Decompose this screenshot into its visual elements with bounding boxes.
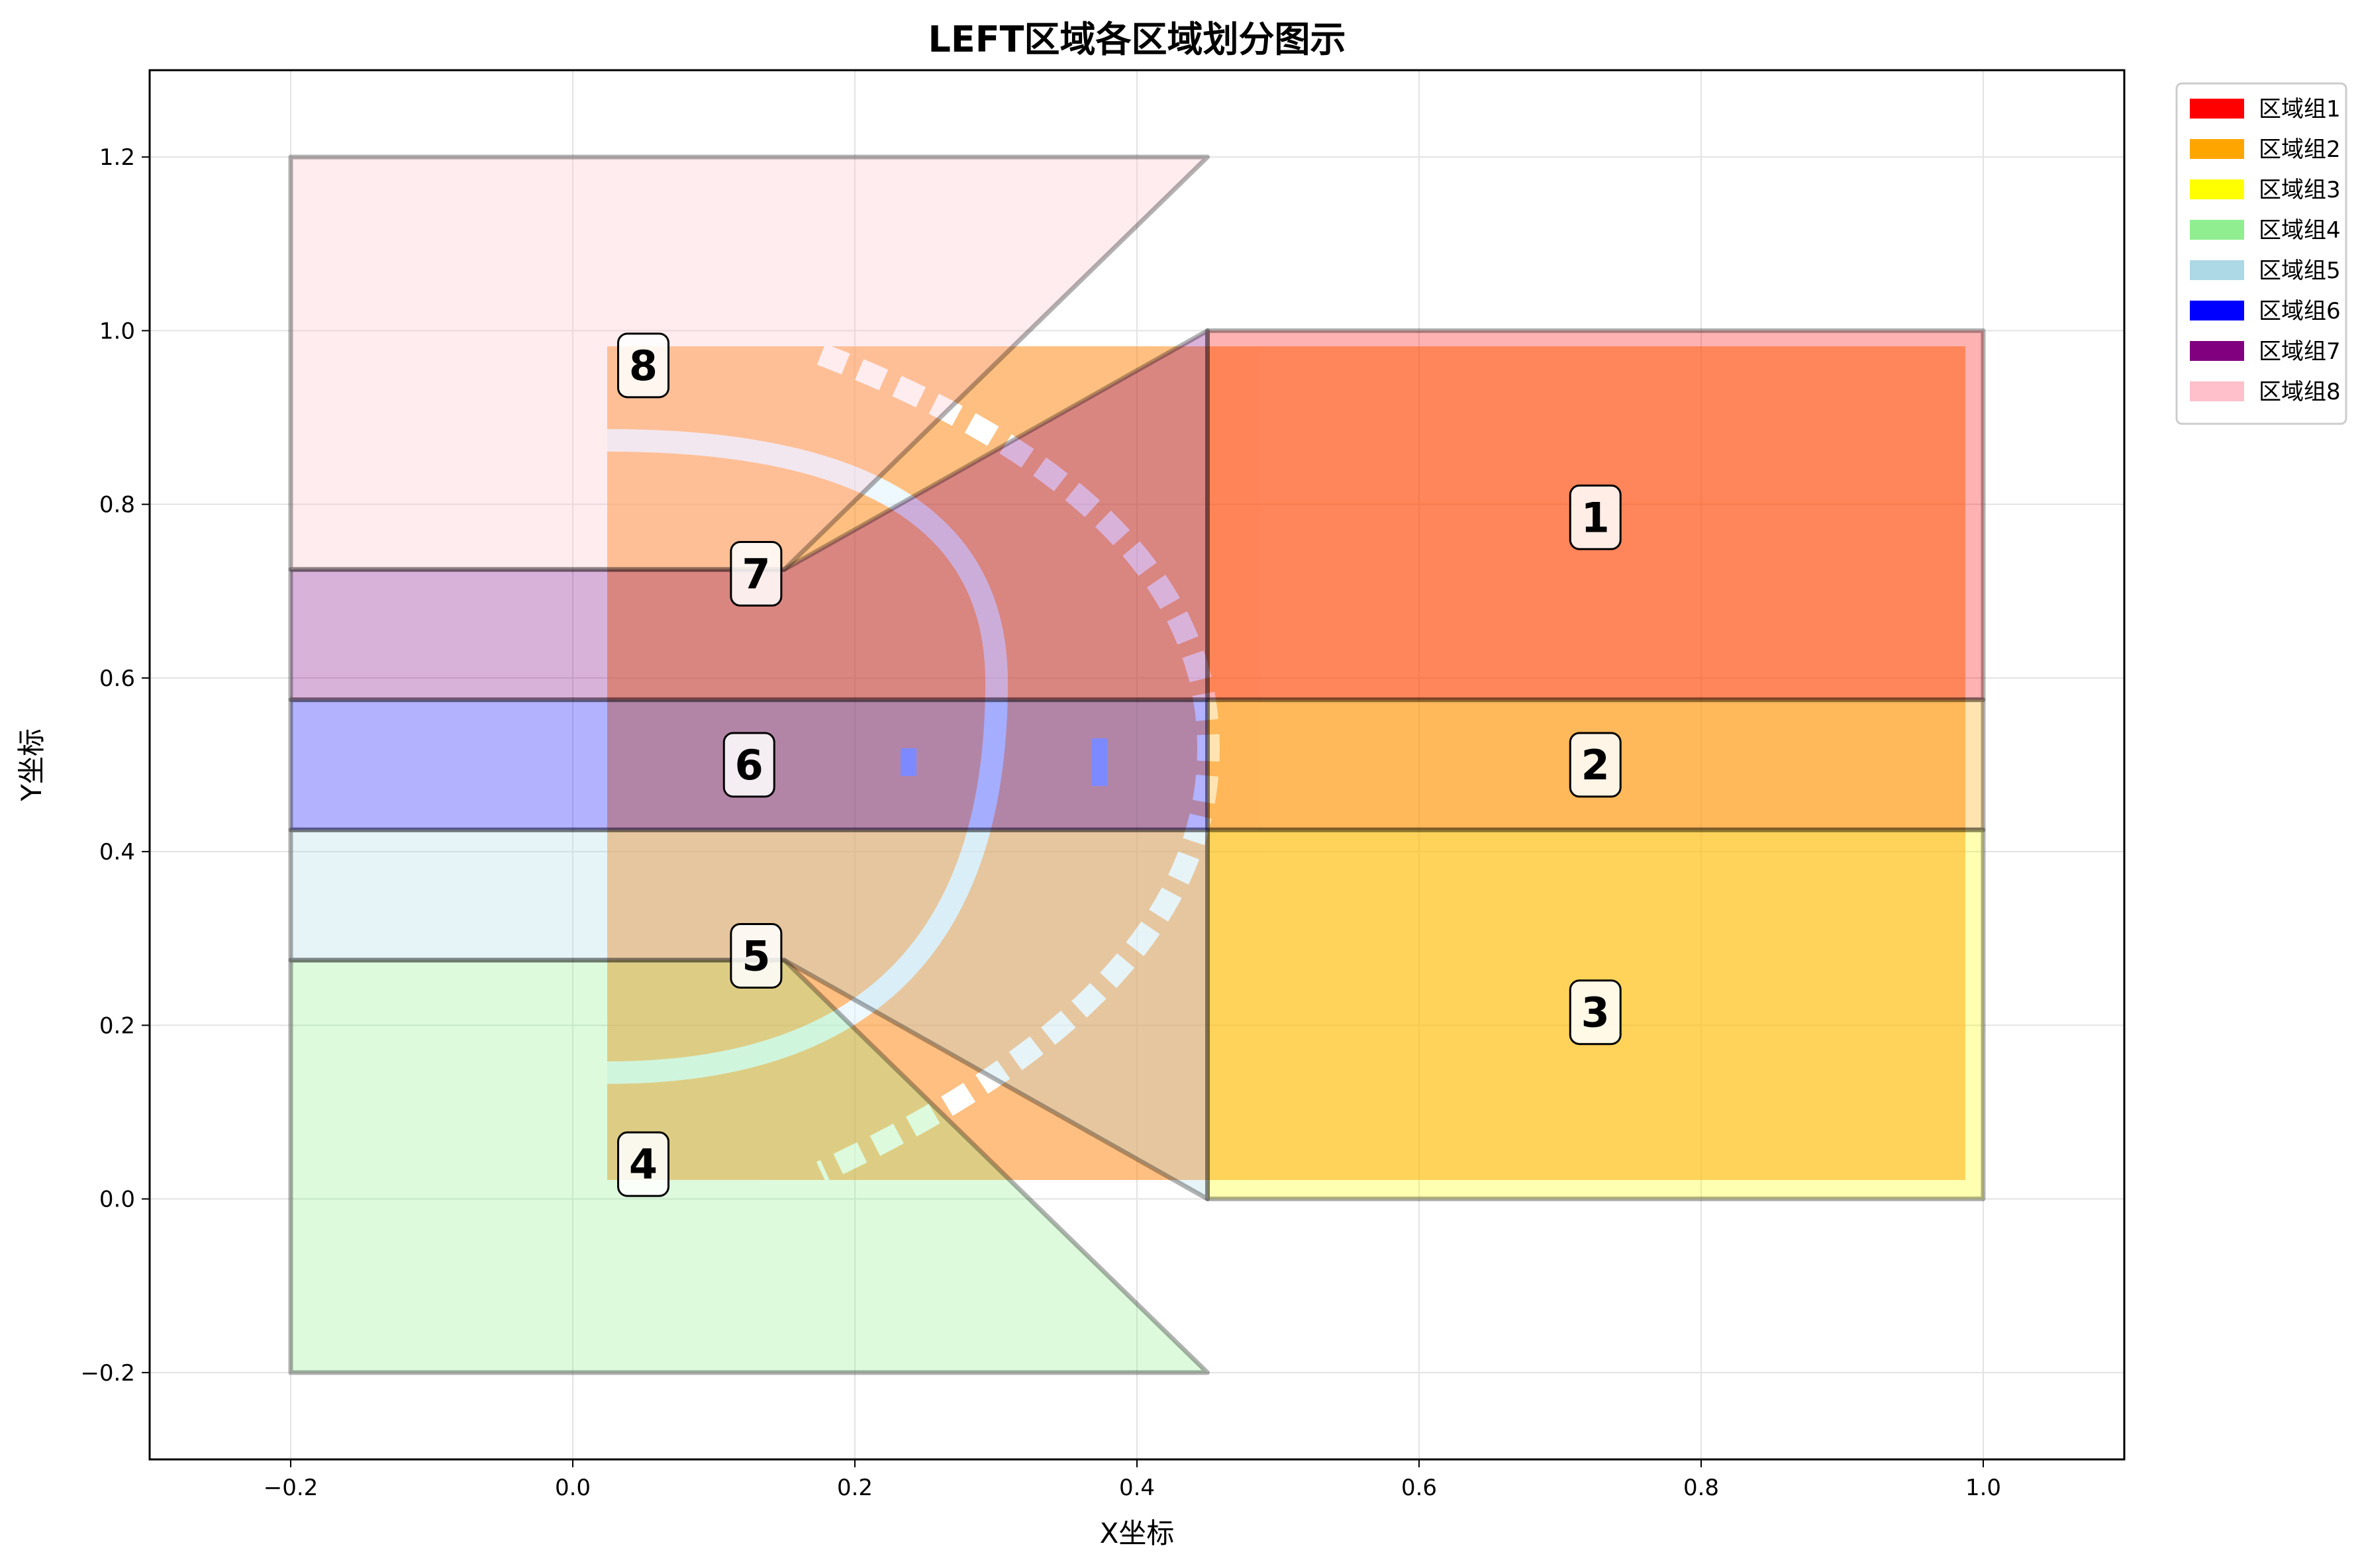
legend-entry-label: 区域组6: [2259, 298, 2341, 324]
legend-entry-label: 区域组3: [2259, 177, 2341, 203]
y-axis-label: Y坐标: [15, 728, 48, 802]
region-6-label-box: [722, 732, 775, 798]
y-tick-label: 0.0: [99, 1187, 135, 1213]
y-tick-label: 1.2: [99, 144, 135, 171]
legend-swatch: [2190, 99, 2244, 119]
region-3-label-box: [1569, 979, 1622, 1046]
y-axis-ticks: −0.2 0.0 0.2 0.4 0.6 0.8 1.0 1.2: [80, 144, 150, 1387]
legend-entry-label: 区域组2: [2259, 136, 2341, 163]
region-4-label: 4: [629, 1140, 658, 1189]
x-tick-label: 0.2: [837, 1475, 873, 1501]
legend-swatch: [2190, 341, 2244, 361]
legend-entry-label: 区域组5: [2259, 258, 2341, 284]
region-4-polygon: [288, 957, 1210, 1375]
x-tick-label: −0.2: [264, 1475, 319, 1501]
x-tick-label: 1.0: [1965, 1475, 2001, 1501]
x-axis-label: X坐标: [1100, 1517, 1175, 1549]
region-2-label: 2: [1581, 741, 1610, 789]
region-1-label: 1: [1581, 493, 1610, 542]
y-tick-label: 0.4: [99, 839, 135, 865]
region-7-label-box: [730, 541, 783, 607]
region-7-label: 7: [742, 550, 770, 599]
legend-entry-label: 区域组7: [2259, 338, 2341, 365]
region-6-label: 6: [735, 741, 763, 789]
x-tick-label: 0.8: [1683, 1475, 1719, 1501]
legend-swatch: [2190, 301, 2244, 320]
legend-entry-label: 区域组1: [2259, 96, 2341, 122]
x-tick-label: 0.0: [555, 1475, 591, 1501]
region-5-label: 5: [742, 932, 770, 980]
x-tick-label: 0.4: [1119, 1475, 1155, 1501]
y-tick-label: 0.2: [99, 1012, 135, 1039]
y-tick-label: 0.6: [99, 665, 135, 692]
region-3-label: 3: [1581, 989, 1610, 1037]
legend-swatch: [2190, 381, 2244, 401]
region-4-label-box: [617, 1131, 669, 1197]
legend-swatch: [2190, 220, 2244, 240]
region-5-label-box: [730, 922, 783, 989]
region-labels: 1 2 3 4 5 6 7 8: [617, 332, 1622, 1197]
legend-entry-label: 区域组8: [2259, 379, 2341, 405]
legend: 区域组1 区域组2 区域组3 区域组4 区域组5 区域组6 区域组7 区域组8: [2175, 82, 2347, 425]
x-axis-ticks: −0.2 0.0 0.2 0.4 0.6 0.8 1.0: [264, 1459, 2001, 1501]
region-5-polygon: [288, 827, 1210, 1202]
region-1-label-box: [1569, 484, 1622, 550]
legend-frame: [2175, 82, 2347, 425]
background-image: [607, 344, 1965, 1183]
region-8-polygon: [288, 154, 1210, 572]
region-2-label-box: [1569, 732, 1622, 798]
legend-entry-label: 区域组4: [2259, 217, 2341, 244]
y-tick-label: 1.0: [99, 318, 135, 344]
legend-swatch: [2190, 179, 2244, 199]
y-tick-label: −0.2: [80, 1360, 135, 1387]
legend-swatch: [2190, 260, 2244, 280]
region-8-label-box: [617, 332, 669, 399]
chart-title: LEFT区域各区域划分图示: [928, 19, 1346, 60]
region-7-polygon: [288, 328, 1210, 703]
y-tick-label: 0.8: [99, 492, 135, 518]
x-tick-label: 0.6: [1401, 1475, 1437, 1501]
region-8-label: 8: [629, 342, 658, 390]
legend-swatch: [2190, 139, 2244, 159]
